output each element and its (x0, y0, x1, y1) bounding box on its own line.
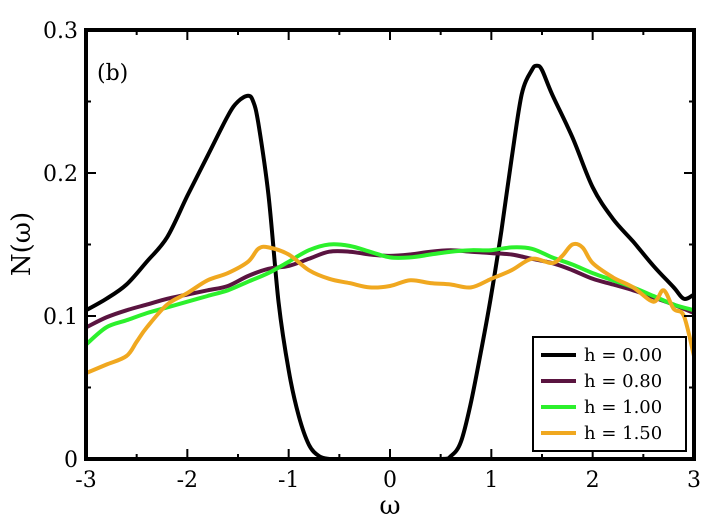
legend-label-1: h = 0.80 (584, 371, 662, 392)
legend-label-2: h = 1.00 (584, 397, 662, 418)
series-line-0 (86, 63, 694, 459)
y-tick-label: 0.2 (43, 162, 78, 187)
y-tick-label: 0 (64, 448, 78, 473)
x-tick-label: -2 (177, 468, 198, 493)
x-tick-label: 3 (687, 468, 701, 493)
series-line-1 (86, 248, 694, 330)
x-tick-label: 0 (383, 468, 397, 493)
ticks-layer: -3 -2 -1 0 1 2 3 0 0.1 0.2 0.3 (43, 19, 701, 493)
x-tick-label: -1 (278, 468, 299, 493)
x-tick-label: 1 (484, 468, 498, 493)
legend-label-3: h = 1.50 (584, 423, 662, 444)
legend: h = 0.00 h = 0.80 h = 1.00 h = 1.50 (532, 336, 687, 452)
series-layer (86, 63, 694, 459)
x-axis-label: ω (379, 491, 400, 521)
series-line-3 (86, 241, 694, 376)
y-axis-label: N(ω) (7, 212, 37, 276)
x-tick-label: -3 (75, 468, 96, 493)
legend-label-0: h = 0.00 (584, 345, 662, 366)
series-line-2 (86, 242, 694, 347)
panel-label: (b) (97, 61, 128, 86)
y-tick-label: 0.3 (43, 19, 78, 44)
y-tick-label: 0.1 (43, 305, 78, 330)
x-tick-label: 2 (586, 468, 600, 493)
